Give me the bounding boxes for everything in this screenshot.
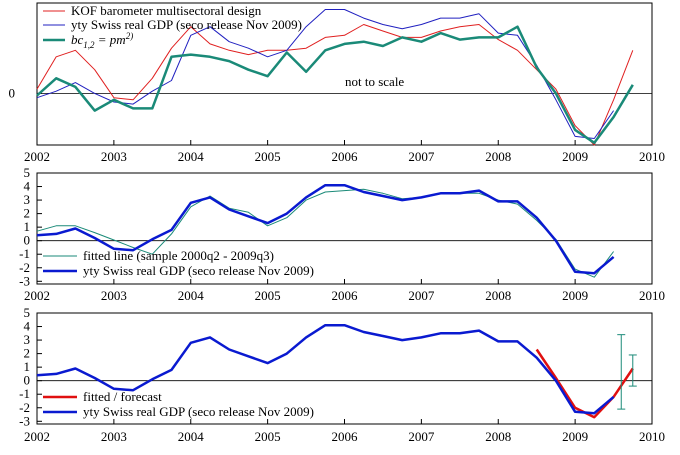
x-tick-label: 2004 bbox=[178, 149, 205, 164]
x-tick-label: 2003 bbox=[101, 288, 127, 303]
legend-label-bc: bc1,2 = pm2) bbox=[71, 31, 133, 50]
x-tick-label: 2010 bbox=[639, 288, 665, 303]
y-tick-label: 2 bbox=[24, 346, 31, 361]
y-tick-label: 4 bbox=[24, 179, 31, 194]
series-line-2 bbox=[36, 323, 615, 415]
legend-label-bc-subscript: 1,2 bbox=[83, 40, 95, 50]
y-tick-label: -3 bbox=[19, 273, 30, 288]
y-tick-label: 0 bbox=[24, 373, 31, 388]
y-tick-label: 4 bbox=[24, 319, 31, 334]
x-tick-label: 2009 bbox=[562, 149, 588, 164]
x-tick-label: 2006 bbox=[332, 429, 359, 444]
x-tick-label: 2004 bbox=[178, 288, 205, 303]
x-tick-label: 2007 bbox=[408, 149, 435, 164]
x-tick-label: 2008 bbox=[485, 429, 511, 444]
x-tick-label: 2005 bbox=[255, 429, 281, 444]
x-tick-label: 2002 bbox=[24, 149, 50, 164]
x-tick-label: 2008 bbox=[485, 288, 511, 303]
y-tick-label: 5 bbox=[24, 165, 31, 180]
series-line-1 bbox=[535, 348, 634, 419]
legend-label-fitted: fitted line (sample 2000q2 - 2009q3) bbox=[83, 248, 274, 263]
x-tick-label: 2005 bbox=[255, 149, 281, 164]
y-tick-label: 5 bbox=[24, 305, 31, 320]
y-tick-label: -1 bbox=[19, 386, 30, 401]
panel-top-legend: KOF barometer multisectoral design yty S… bbox=[43, 3, 302, 50]
not-to-scale-note: not to scale bbox=[345, 74, 404, 89]
legend-label-gdp: yty Swiss real GDP (seco release Nov 200… bbox=[71, 17, 302, 32]
panel-middle: 2002 2003 2004 2005 2006 2007 2008 2009 2010 -3-2… bbox=[19, 165, 665, 303]
y-tick-label: 3 bbox=[24, 192, 31, 207]
legend-label-gdp-3: yty Swiss real GDP (seco release Nov 200… bbox=[83, 404, 314, 419]
panel-middle-legend: fitted line (sample 2000q2 - 2009q3) yty… bbox=[43, 248, 314, 278]
panel-top: 2002 2003 2004 2005 2006 2007 2008 2009 2010 0 no… bbox=[9, 2, 665, 164]
x-tick-label: 2006 bbox=[332, 288, 359, 303]
legend-label-kof: KOF barometer multisectoral design bbox=[71, 3, 262, 18]
y-tick-label: 3 bbox=[24, 332, 31, 347]
legend-label-bc-superscript: 2) bbox=[126, 31, 134, 41]
y-tick-label: 1 bbox=[24, 219, 31, 234]
x-tick-label: 2006 bbox=[332, 149, 359, 164]
series-line-1 bbox=[36, 188, 614, 278]
x-tick-label: 2002 bbox=[24, 288, 50, 303]
y-tick-label: 1 bbox=[24, 359, 31, 374]
series-line-2 bbox=[36, 9, 615, 139]
y-tick-label: 0 bbox=[9, 85, 16, 100]
x-tick-label: 2005 bbox=[255, 288, 281, 303]
series-line-3 bbox=[36, 25, 634, 145]
x-tick-label: 2003 bbox=[101, 149, 127, 164]
x-tick-label: 2009 bbox=[562, 429, 588, 444]
y-tick-label: 0 bbox=[24, 233, 31, 248]
y-tick-label: 2 bbox=[24, 206, 31, 221]
legend-label-bc-formula: = pm bbox=[95, 32, 126, 47]
series-line-2 bbox=[36, 183, 615, 275]
panel-bottom: 2002 2003 2004 2005 2006 2007 2008 2009 2010 -3-2… bbox=[19, 305, 665, 444]
legend-label-bc-text: bc bbox=[71, 32, 84, 47]
legend-label-forecast: fitted / forecast bbox=[83, 389, 162, 404]
x-tick-label: 2009 bbox=[562, 288, 588, 303]
y-tick-label: -3 bbox=[19, 413, 30, 428]
y-tick-label: -2 bbox=[19, 400, 30, 415]
x-tick-label: 2004 bbox=[178, 429, 205, 444]
x-tick-label: 2010 bbox=[639, 429, 665, 444]
y-tick-label: -1 bbox=[19, 246, 30, 261]
series-line-1 bbox=[36, 24, 634, 146]
panel-bottom-legend: fitted / forecast yty Swiss real GDP (se… bbox=[43, 389, 314, 419]
y-tick-label: -2 bbox=[19, 260, 30, 275]
x-tick-label: 2010 bbox=[639, 149, 665, 164]
legend-label-gdp-2: yty Swiss real GDP (seco release Nov 200… bbox=[83, 263, 314, 278]
x-tick-label: 2007 bbox=[408, 429, 435, 444]
x-tick-label: 2003 bbox=[101, 429, 127, 444]
x-tick-label: 2008 bbox=[485, 149, 511, 164]
x-tick-label: 2007 bbox=[408, 288, 435, 303]
x-tick-label: 2002 bbox=[24, 429, 50, 444]
